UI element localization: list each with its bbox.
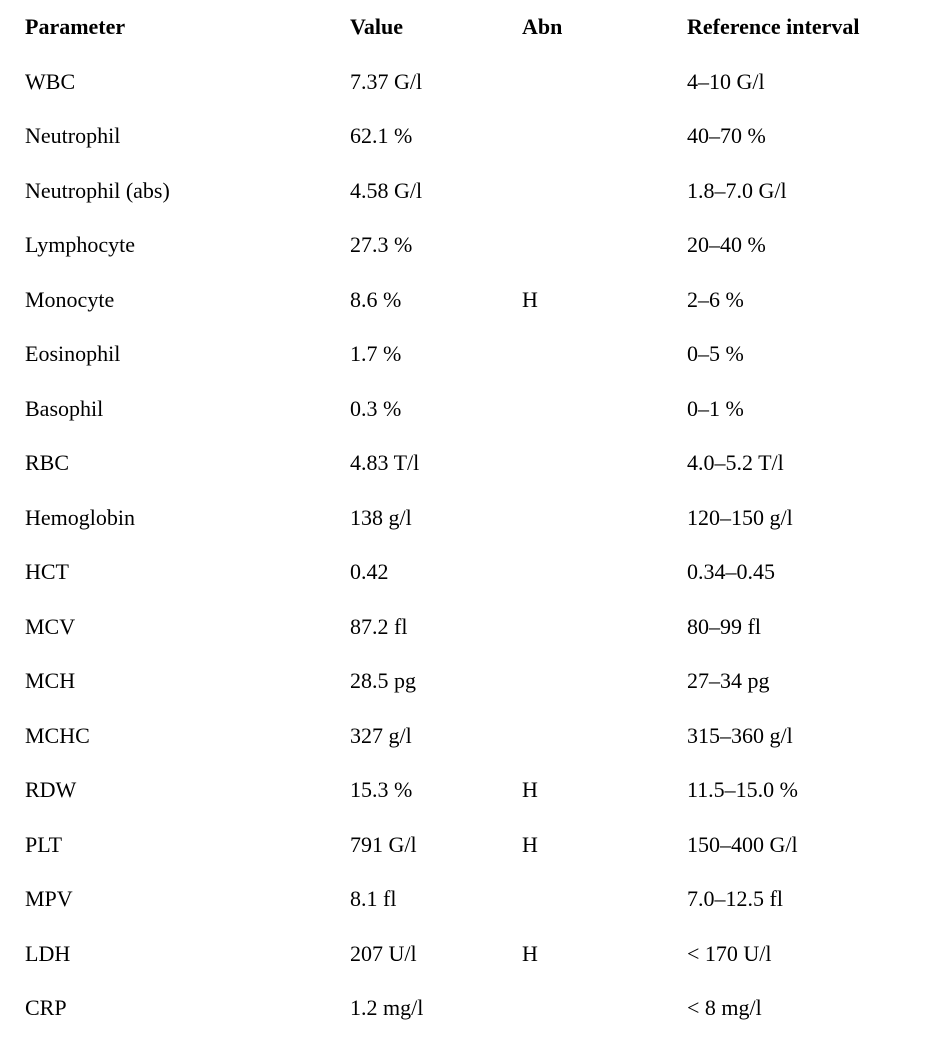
abn-flag-cell: H	[522, 286, 538, 312]
reference-interval-cell: 0–5 %	[687, 341, 744, 367]
value-cell: 327 g/l	[350, 722, 412, 748]
value-cell: 8.6 %	[350, 286, 402, 312]
value-cell: 62.1 %	[350, 123, 413, 149]
abn-flag-cell	[522, 600, 687, 655]
parameter-cell: WBC	[25, 68, 76, 94]
parameter-cell: MCV	[25, 613, 76, 639]
parameter-cell: HCT	[25, 559, 69, 585]
abn-flag-cell	[522, 709, 687, 764]
reference-interval-cell: 0–1 %	[687, 395, 744, 421]
reference-interval-cell: 120–150 g/l	[687, 504, 793, 530]
abn-flag-cell	[522, 491, 687, 546]
table-body: WBC 7.37 G/l 4–10 G/l Neutrophil 62.1 % 40–70…	[25, 55, 930, 1036]
table-row: MCHC 327 g/l 315–360 g/l	[25, 709, 930, 764]
abn-flag-cell: H	[522, 777, 538, 803]
abn-flag-cell	[522, 382, 687, 437]
table-header: Parameter Value Abn Reference interval	[25, 0, 930, 55]
parameter-cell: Hemoglobin	[25, 504, 135, 530]
reference-interval-cell: 0.34–0.45	[687, 559, 775, 585]
table-row: MCV 87.2 fl 80–99 fl	[25, 600, 930, 655]
value-cell: 4.83 T/l	[350, 450, 420, 476]
value-cell: 0.3 %	[350, 395, 402, 421]
table-row: LDH 207 U/l H < 170 U/l	[25, 927, 930, 982]
parameter-cell: Basophil	[25, 395, 104, 421]
column-header-abn: Abn	[522, 14, 563, 40]
table-row: Neutrophil 62.1 % 40–70 %	[25, 109, 930, 164]
abn-flag-cell	[522, 327, 687, 382]
column-header-parameter: Parameter	[25, 14, 126, 40]
reference-interval-cell: < 170 U/l	[687, 940, 772, 966]
abn-flag-cell: H	[522, 940, 538, 966]
reference-interval-cell: 2–6 %	[687, 286, 744, 312]
value-cell: 15.3 %	[350, 777, 413, 803]
column-header-value: Value	[350, 14, 403, 40]
column-header-reference-interval: Reference interval	[687, 14, 860, 40]
parameter-cell: RBC	[25, 450, 70, 476]
table-row: RDW 15.3 % H 11.5–15.0 %	[25, 763, 930, 818]
value-cell: 27.3 %	[350, 232, 413, 258]
reference-interval-cell: 315–360 g/l	[687, 722, 793, 748]
table-row: RBC 4.83 T/l 4.0–5.2 T/l	[25, 436, 930, 491]
abn-flag-cell	[522, 872, 687, 927]
reference-interval-cell: < 8 mg/l	[687, 995, 762, 1021]
reference-interval-cell: 150–400 G/l	[687, 831, 798, 857]
value-cell: 1.2 mg/l	[350, 995, 424, 1021]
table-row: Eosinophil 1.7 % 0–5 %	[25, 327, 930, 382]
value-cell: 7.37 G/l	[350, 68, 423, 94]
abn-flag-cell	[522, 109, 687, 164]
parameter-cell: LDH	[25, 940, 71, 966]
reference-interval-cell: 27–34 pg	[687, 668, 770, 694]
parameter-cell: CRP	[25, 995, 67, 1021]
abn-flag-cell: H	[522, 831, 538, 857]
value-cell: 8.1 fl	[350, 886, 397, 912]
reference-interval-cell: 20–40 %	[687, 232, 766, 258]
abn-flag-cell	[522, 654, 687, 709]
reference-interval-cell: 11.5–15.0 %	[687, 777, 799, 803]
value-cell: 4.58 G/l	[350, 177, 423, 203]
lab-results-table: Parameter Value Abn Reference interval W…	[25, 0, 930, 1036]
parameter-cell: MPV	[25, 886, 73, 912]
abn-flag-cell	[522, 545, 687, 600]
table-row: Lymphocyte 27.3 % 20–40 %	[25, 218, 930, 273]
reference-interval-cell: 4.0–5.2 T/l	[687, 450, 784, 476]
parameter-cell: MCHC	[25, 722, 90, 748]
abn-flag-cell	[522, 164, 687, 219]
table-row: Hemoglobin 138 g/l 120–150 g/l	[25, 491, 930, 546]
parameter-cell: Neutrophil	[25, 123, 121, 149]
value-cell: 138 g/l	[350, 504, 412, 530]
abn-flag-cell	[522, 55, 687, 110]
table-row: Basophil 0.3 % 0–1 %	[25, 382, 930, 437]
value-cell: 0.42	[350, 559, 389, 585]
abn-flag-cell	[522, 981, 687, 1036]
reference-interval-cell: 7.0–12.5 fl	[687, 886, 783, 912]
value-cell: 791 G/l	[350, 831, 417, 857]
table-row: Monocyte 8.6 % H 2–6 %	[25, 273, 930, 328]
reference-interval-cell: 40–70 %	[687, 123, 766, 149]
table-row: PLT 791 G/l H 150–400 G/l	[25, 818, 930, 873]
table-row: WBC 7.37 G/l 4–10 G/l	[25, 55, 930, 110]
header-row: Parameter Value Abn Reference interval	[25, 0, 930, 55]
parameter-cell: PLT	[25, 831, 63, 857]
parameter-cell: Lymphocyte	[25, 232, 135, 258]
table-row: HCT 0.42 0.34–0.45	[25, 545, 930, 600]
reference-interval-cell: 4–10 G/l	[687, 68, 765, 94]
parameter-cell: RDW	[25, 777, 77, 803]
reference-interval-cell: 80–99 fl	[687, 613, 761, 639]
value-cell: 207 U/l	[350, 940, 417, 966]
parameter-cell: Monocyte	[25, 286, 115, 312]
reference-interval-cell: 1.8–7.0 G/l	[687, 177, 787, 203]
value-cell: 1.7 %	[350, 341, 402, 367]
abn-flag-cell	[522, 436, 687, 491]
parameter-cell: Neutrophil (abs)	[25, 177, 170, 203]
value-cell: 28.5 pg	[350, 668, 416, 694]
parameter-cell: Eosinophil	[25, 341, 121, 367]
parameter-cell: MCH	[25, 668, 76, 694]
table-row: Neutrophil (abs) 4.58 G/l 1.8–7.0 G/l	[25, 164, 930, 219]
table-row: CRP 1.2 mg/l < 8 mg/l	[25, 981, 930, 1036]
table-row: MPV 8.1 fl 7.0–12.5 fl	[25, 872, 930, 927]
abn-flag-cell	[522, 218, 687, 273]
table-row: MCH 28.5 pg 27–34 pg	[25, 654, 930, 709]
value-cell: 87.2 fl	[350, 613, 408, 639]
